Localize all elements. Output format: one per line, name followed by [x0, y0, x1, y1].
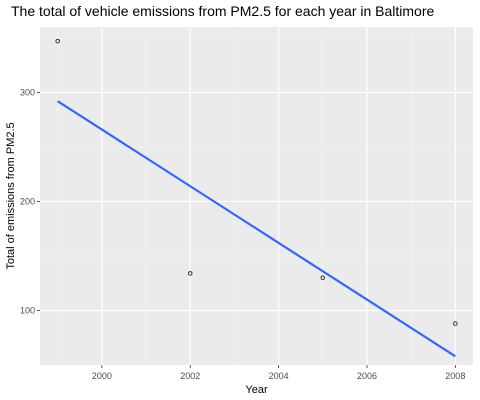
y-axis: 100 200 300	[20, 87, 40, 315]
x-axis: 2000 2002 2004 2006 2008	[92, 365, 465, 381]
x-tick-label: 2006	[357, 371, 377, 381]
data-point	[187, 271, 193, 276]
points-layer	[55, 38, 458, 326]
plot-panel	[40, 27, 473, 365]
data-point	[55, 38, 60, 44]
x-tick-label: 2008	[445, 371, 465, 381]
data-point	[453, 321, 458, 326]
chart-title: The total of vehicle emissions from PM2.…	[11, 3, 435, 19]
x-axis-title: Year	[245, 384, 268, 396]
major-gridlines	[40, 27, 473, 365]
trendline-layer	[57, 100, 456, 358]
trend-line	[57, 100, 456, 358]
minor-gridlines	[40, 27, 473, 366]
x-tick-label: 2000	[92, 371, 112, 381]
y-axis-title: Total of emissions from PM2.5	[5, 122, 17, 269]
y-tick-label: 100	[20, 305, 35, 315]
y-tick-label: 200	[20, 196, 35, 206]
x-tick-label: 2004	[269, 371, 289, 381]
y-tick-label: 300	[20, 87, 35, 97]
data-point	[320, 275, 326, 281]
x-tick-label: 2002	[180, 371, 200, 381]
